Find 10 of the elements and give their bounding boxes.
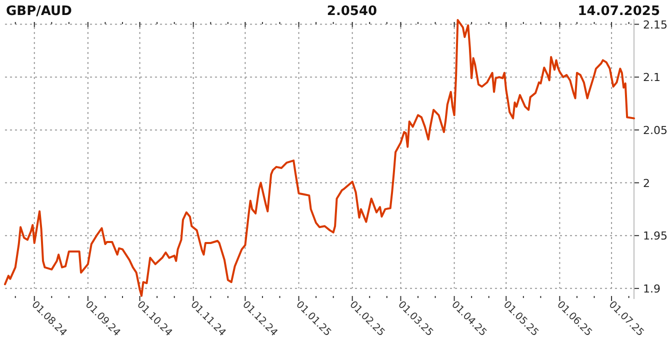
text: 14.07.2025: [578, 4, 660, 19]
text: 2.0540: [326, 4, 378, 19]
y-tick-label: 2: [643, 176, 650, 190]
y-tick-label: 1.9: [643, 282, 660, 296]
y-tick-label: 2.05: [643, 124, 668, 137]
y-tick-label: 2.1: [643, 71, 660, 84]
y-tick-label: 1.95: [643, 230, 668, 243]
y-tick-label: 2.15: [643, 18, 668, 32]
chart-title: GBP/AUD: [6, 4, 72, 19]
line-series: [4, 19, 635, 297]
